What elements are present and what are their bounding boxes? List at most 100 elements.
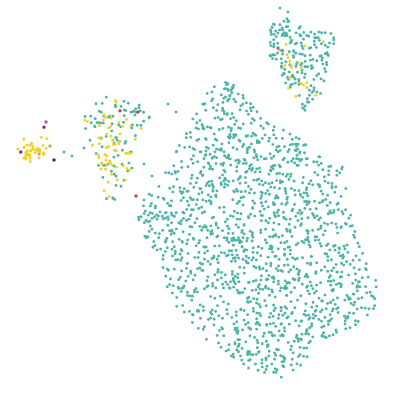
scatter-point (274, 57, 278, 61)
scatter-point (114, 100, 118, 104)
scatter-point (305, 157, 309, 161)
scatter-point (191, 208, 195, 212)
scatter-point (372, 307, 375, 310)
scatter-point (170, 213, 174, 217)
scatter-point (146, 235, 150, 239)
scatter-point (265, 364, 269, 368)
scatter-point (324, 70, 327, 73)
scatter-point (303, 54, 307, 58)
scatter-point (290, 234, 294, 238)
scatter-point (302, 346, 306, 350)
scatter-point (312, 316, 315, 320)
scatter-point (233, 274, 237, 278)
scatter-point (356, 241, 360, 245)
scatter-point (232, 355, 236, 359)
scatter-point (249, 327, 253, 331)
scatter-point (352, 311, 355, 315)
scatter-point (307, 100, 311, 104)
scatter-point (303, 207, 307, 210)
scatter-point (311, 212, 314, 215)
scatter-point (24, 157, 28, 161)
scatter-point (31, 145, 35, 148)
scatter-point (283, 67, 287, 71)
scatter-point (38, 147, 41, 151)
scatter-point (164, 216, 168, 220)
scatter-point (213, 116, 217, 120)
scatter-point (230, 126, 233, 130)
scatter-point (278, 179, 282, 183)
scatter-point (231, 232, 235, 235)
scatter-point (353, 300, 357, 304)
scatter-point (352, 303, 355, 307)
scatter-point (213, 244, 217, 248)
scatter-point (258, 141, 261, 144)
scatter-point (254, 362, 257, 366)
scatter-point (305, 272, 308, 276)
scatter-point (153, 206, 157, 210)
scatter-point (272, 303, 275, 307)
scatter-point (190, 177, 193, 180)
scatter-point (256, 368, 260, 372)
scatter-point (188, 145, 192, 149)
scatter-point (303, 72, 307, 76)
scatter-point (232, 285, 236, 289)
scatter-point (191, 294, 194, 298)
scatter-point (267, 182, 271, 186)
scatter-point (190, 298, 194, 302)
scatter-point (294, 94, 298, 98)
scatter-point (296, 298, 299, 302)
scatter-point (190, 157, 193, 161)
scatter-point (186, 294, 189, 297)
scatter-point (223, 112, 226, 116)
scatter-point (164, 240, 167, 244)
scatter-point (211, 167, 215, 171)
scatter-point (227, 241, 231, 244)
scatter-point (302, 37, 305, 41)
scatter-point (305, 86, 309, 89)
scatter-point (285, 286, 289, 290)
scatter-point (289, 268, 293, 272)
scatter-point (126, 101, 130, 105)
scatter-point (130, 126, 134, 130)
scatter-point (302, 31, 306, 34)
scatter-point (203, 251, 207, 255)
scatter-point (213, 85, 216, 88)
scatter-point (189, 271, 193, 275)
scatter-point (227, 343, 231, 346)
scatter-point (194, 203, 198, 206)
scatter-point (187, 217, 191, 221)
scatter-point (331, 307, 335, 311)
scatter-point (19, 150, 23, 154)
scatter-point (289, 83, 292, 87)
scatter-point (199, 316, 202, 320)
scatter-point (299, 66, 303, 70)
scatter-point (142, 198, 146, 202)
scatter-point (252, 309, 255, 313)
scatter-point (294, 214, 298, 218)
scatter-point (186, 290, 189, 294)
scatter-point (225, 238, 229, 242)
scatter-point (210, 179, 214, 183)
scatter-point (186, 262, 189, 265)
scatter-point (274, 136, 278, 140)
scatter-point (164, 274, 168, 278)
scatter-point (305, 81, 309, 84)
scatter-point (289, 300, 293, 303)
scatter-point (272, 38, 276, 41)
scatter-point (204, 153, 208, 157)
scatter-point (233, 122, 237, 126)
scatter-point (263, 299, 267, 302)
scatter-point (252, 264, 256, 268)
scatter-point (200, 191, 204, 194)
scatter-point (200, 123, 204, 126)
scatter-point (42, 151, 45, 155)
scatter-point (225, 254, 228, 258)
scatter-point (97, 109, 101, 113)
scatter-point (275, 347, 278, 351)
scatter-point (285, 257, 289, 261)
scatter-point (253, 150, 256, 154)
scatter-point (343, 319, 347, 323)
scatter-point (176, 258, 180, 261)
scatter-point (110, 172, 113, 176)
scatter-point (324, 198, 328, 201)
